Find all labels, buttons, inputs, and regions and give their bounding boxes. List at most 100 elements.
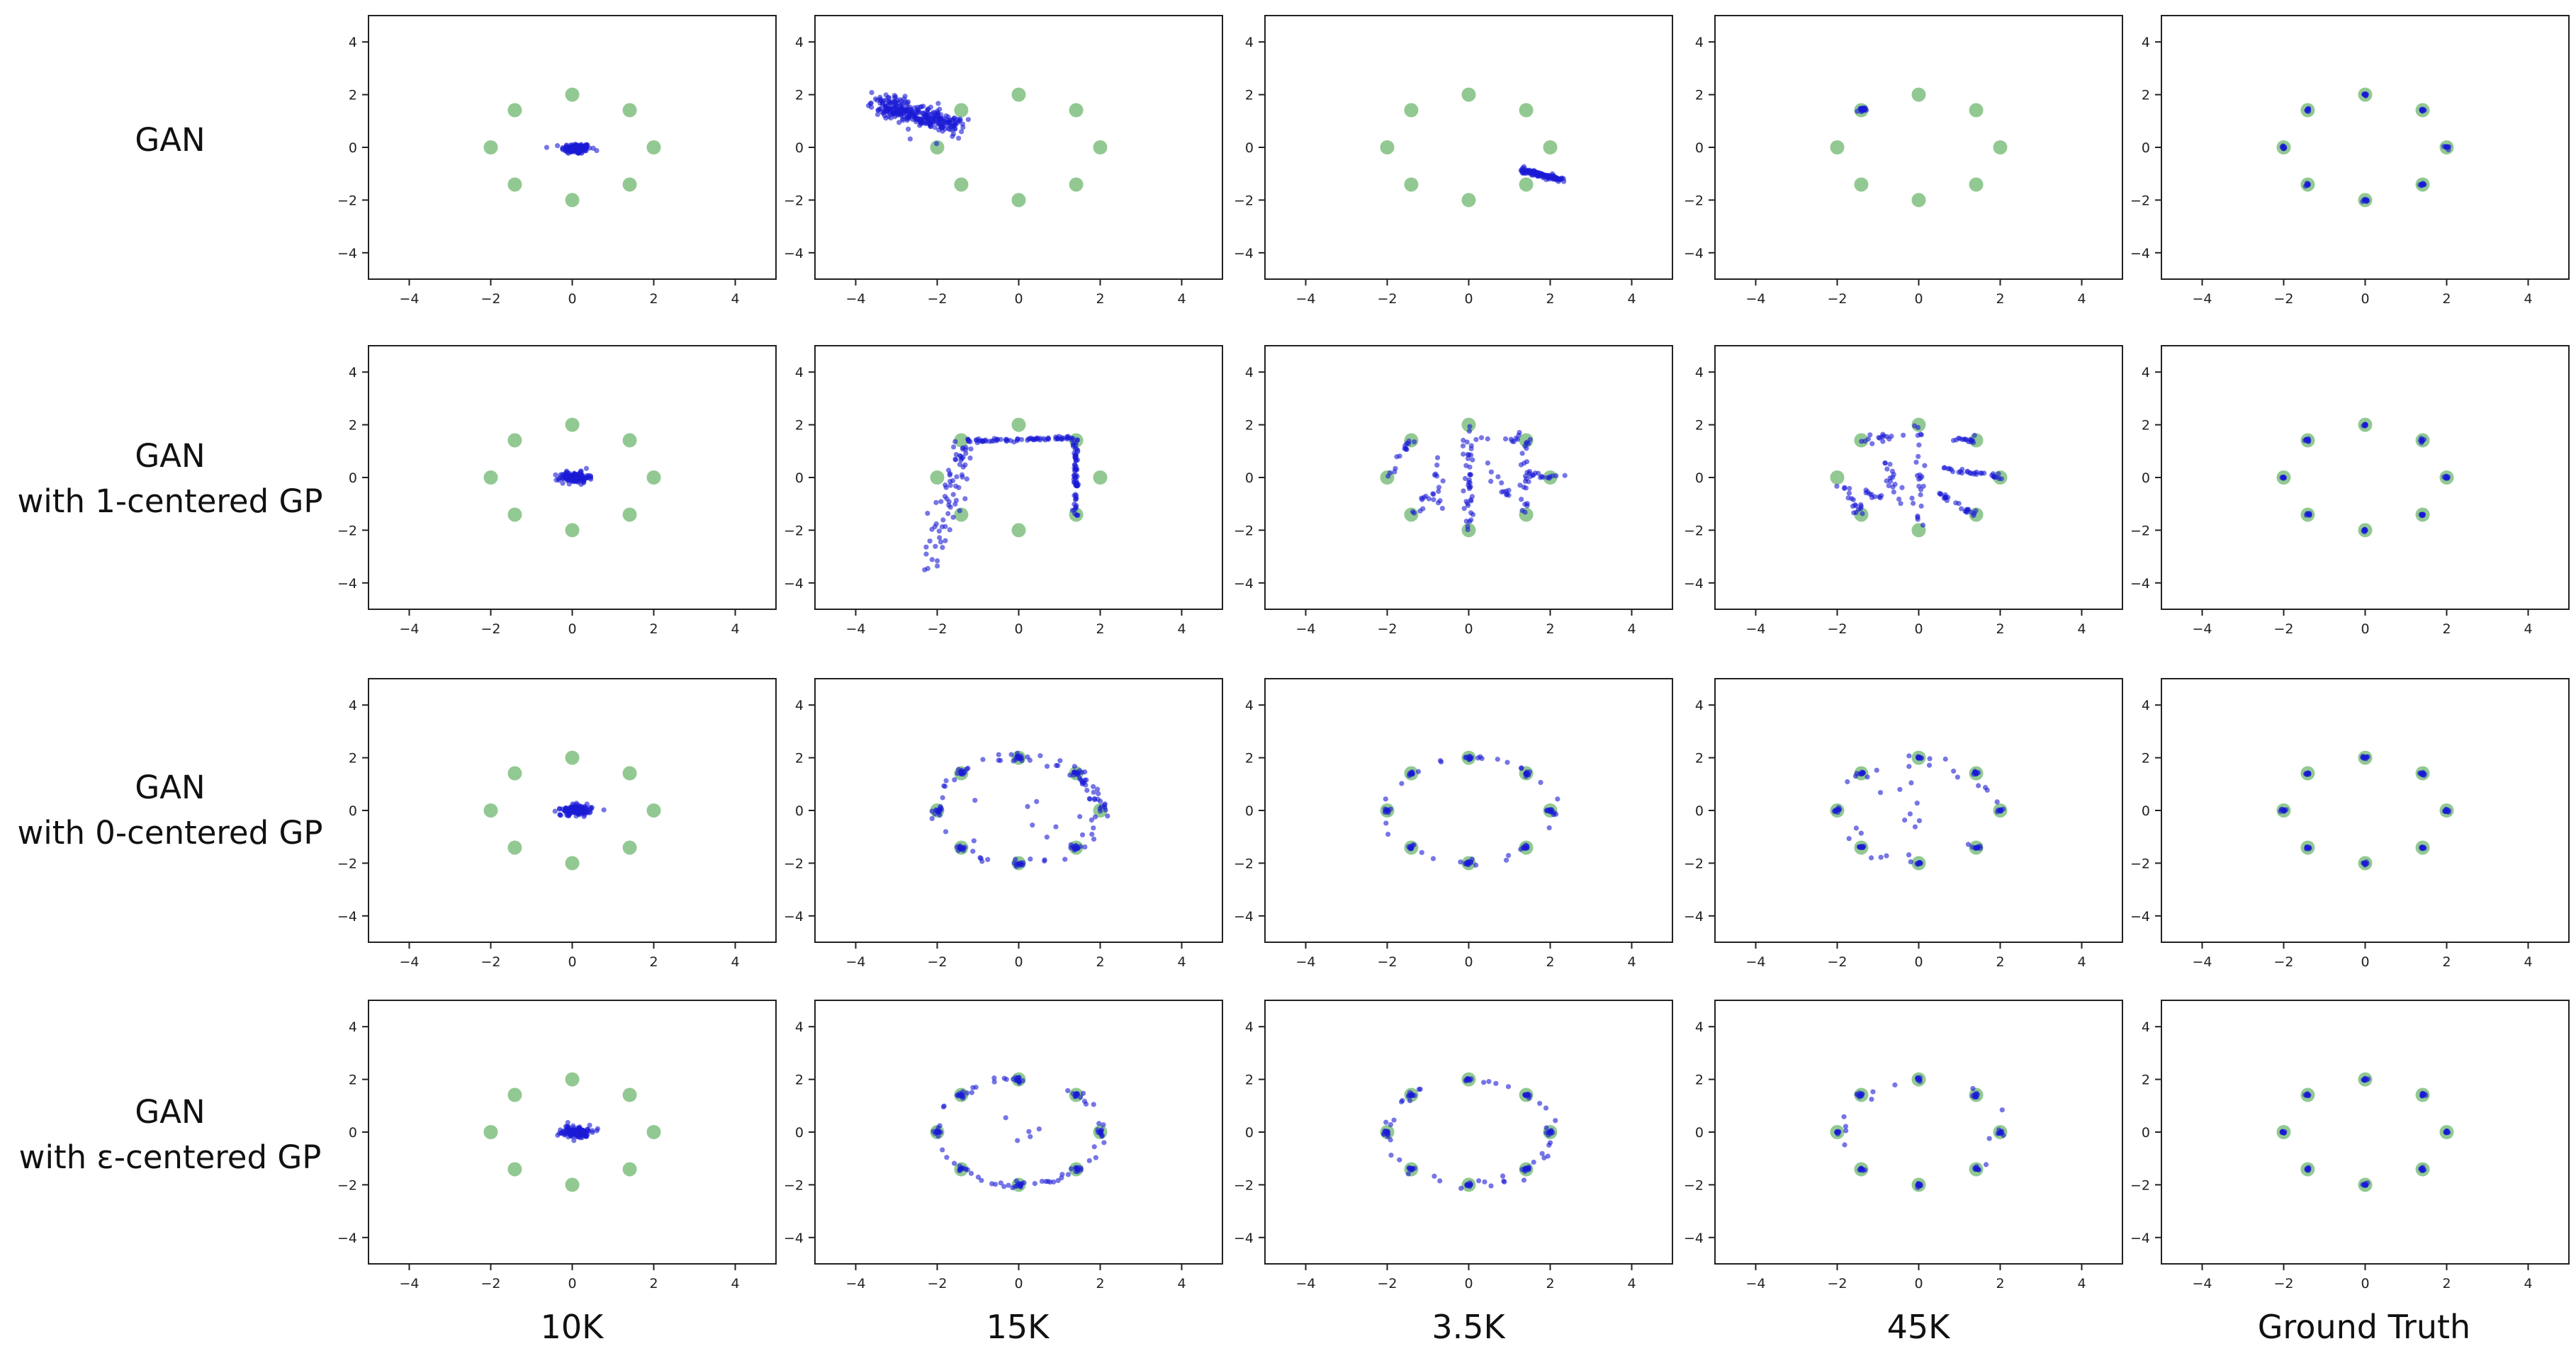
generated-point xyxy=(1959,466,1965,473)
generated-point xyxy=(1078,776,1084,783)
generated-point xyxy=(1001,1184,1007,1189)
generated-point xyxy=(1030,436,1037,442)
real-mode-point xyxy=(1069,103,1084,118)
y-tick-label: −4 xyxy=(784,246,804,261)
generated-point xyxy=(1055,436,1061,442)
generated-point xyxy=(553,477,559,483)
real-mode-point xyxy=(646,1125,661,1139)
scatter-panel: −4 −2 0 2 4 −4 −2 0 2 4 xyxy=(1234,678,1673,970)
y-tick-label: −4 xyxy=(1684,1231,1704,1246)
generated-point xyxy=(933,543,938,549)
generated-point xyxy=(967,456,973,461)
x-tick-label: 4 xyxy=(2524,1276,2532,1291)
generated-point xyxy=(585,475,591,480)
y-tick-label: 2 xyxy=(795,1073,804,1088)
generated-point xyxy=(960,464,966,470)
generated-point xyxy=(945,114,951,120)
x-tick-label: −2 xyxy=(1827,1276,1847,1291)
generated-point xyxy=(991,1079,997,1085)
generated-point xyxy=(978,856,984,861)
generated-point xyxy=(1846,490,1852,496)
generated-point xyxy=(1073,458,1079,464)
scatter-panel: −4 −2 0 2 4 −4 −2 0 2 4 xyxy=(1684,345,2123,637)
generated-point xyxy=(2421,106,2426,113)
generated-point xyxy=(1069,507,1075,513)
generated-point xyxy=(932,125,938,130)
generated-point xyxy=(1030,823,1035,828)
generated-point xyxy=(558,1127,563,1133)
x-tick-label: 4 xyxy=(1177,954,1186,970)
x-tick-label: 4 xyxy=(1177,621,1186,637)
generated-point xyxy=(2363,198,2368,203)
generated-point xyxy=(968,1170,974,1176)
generated-point xyxy=(1091,1102,1096,1107)
generated-point xyxy=(1998,476,2004,482)
generated-point xyxy=(2280,475,2285,480)
generated-point xyxy=(1028,1134,1033,1140)
generated-point xyxy=(1918,431,1923,437)
generated-point xyxy=(1870,1089,1876,1095)
x-tick-label: 2 xyxy=(2442,621,2451,637)
axes-frame xyxy=(814,1000,1223,1265)
generated-point xyxy=(954,474,960,480)
x-tick-label: −2 xyxy=(1377,291,1397,307)
generated-point xyxy=(1857,506,1864,511)
generated-point xyxy=(943,524,948,529)
generated-point xyxy=(1519,1167,1525,1172)
generated-point xyxy=(1842,485,1847,490)
x-tick-label: 2 xyxy=(2442,1276,2451,1291)
real-mode-point xyxy=(507,1087,522,1102)
generated-point xyxy=(937,106,943,112)
x-tick-label: −2 xyxy=(927,954,947,970)
y-tick-label: 0 xyxy=(349,803,357,819)
generated-point xyxy=(590,145,596,151)
generated-point xyxy=(979,1177,984,1183)
generated-point xyxy=(2281,1130,2287,1136)
y-tick-label: 0 xyxy=(2142,803,2150,819)
generated-point xyxy=(1917,1077,1923,1083)
x-tick-label: 4 xyxy=(731,291,739,307)
generated-point xyxy=(1920,522,1926,528)
generated-point xyxy=(1420,506,1426,511)
generated-point xyxy=(1877,790,1884,796)
axes-frame xyxy=(814,678,1223,943)
generated-point xyxy=(1432,1173,1437,1179)
generated-point xyxy=(998,1180,1003,1186)
real-mode-point xyxy=(622,840,637,855)
generated-point xyxy=(1842,1142,1847,1148)
real-mode-point xyxy=(1519,177,1534,192)
x-tick-label: 4 xyxy=(731,954,739,970)
generated-point xyxy=(1478,435,1485,441)
generated-point xyxy=(553,472,558,477)
generated-point xyxy=(943,778,949,784)
generated-point xyxy=(2304,844,2310,850)
generated-point xyxy=(907,136,913,142)
x-tick-label: 2 xyxy=(649,621,658,637)
generated-point xyxy=(1877,435,1883,441)
generated-point xyxy=(869,89,874,96)
column-label: 3.5K xyxy=(1432,1308,1505,1346)
generated-point xyxy=(1867,432,1873,438)
generated-point xyxy=(1549,807,1555,813)
generated-point xyxy=(944,1155,950,1160)
generated-point xyxy=(1859,1091,1864,1097)
x-tick-label: 0 xyxy=(1914,954,1923,970)
generated-point xyxy=(1036,1126,1042,1132)
generated-point xyxy=(2443,809,2448,815)
x-tick-label: 2 xyxy=(1546,621,1554,637)
y-tick-label: 4 xyxy=(349,365,357,380)
generated-point xyxy=(1956,501,1962,507)
x-tick-label: 0 xyxy=(1914,621,1923,637)
generated-point xyxy=(901,110,907,115)
generated-point xyxy=(1101,1122,1106,1128)
y-tick-label: −4 xyxy=(784,576,804,592)
x-tick-label: −4 xyxy=(845,621,865,637)
generated-point xyxy=(1385,473,1391,479)
generated-point xyxy=(1543,176,1549,183)
generated-point xyxy=(2443,1129,2448,1135)
generated-point xyxy=(1858,830,1864,836)
column-label: Ground Truth xyxy=(2257,1308,2471,1346)
y-tick-label: 4 xyxy=(795,698,804,713)
y-tick-label: 0 xyxy=(1695,803,1704,819)
generated-point xyxy=(1041,436,1047,441)
